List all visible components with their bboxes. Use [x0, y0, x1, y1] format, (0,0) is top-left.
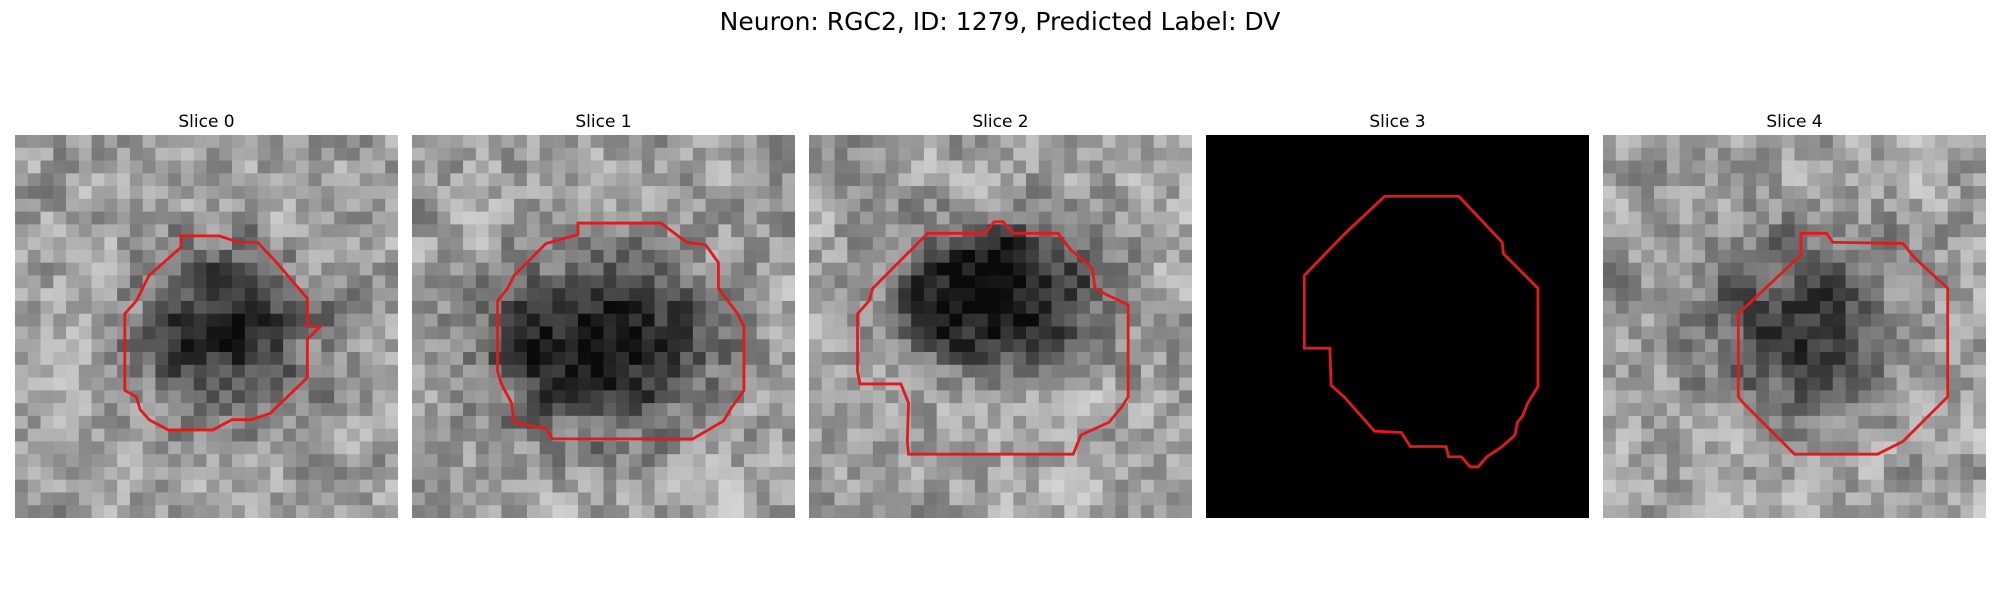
- pixel-grid: [412, 135, 795, 518]
- slice-panel-1: Slice 1: [412, 112, 795, 518]
- slice-title-2: Slice 2: [972, 112, 1029, 132]
- slice-image-0: [15, 135, 398, 518]
- pixel-grid: [809, 135, 1192, 518]
- slice-image-3: [1206, 135, 1589, 518]
- cell-outline: [496, 221, 746, 441]
- slice-image-2: [809, 135, 1192, 518]
- slice-image-1: [412, 135, 795, 518]
- cell-outline: [1736, 231, 1950, 456]
- pixel-grid: [1603, 135, 1986, 518]
- slice-title-1: Slice 1: [575, 112, 632, 132]
- cell-outline: [856, 220, 1130, 456]
- slice-panel-3: Slice 3: [1206, 112, 1589, 518]
- slice-title-4: Slice 4: [1766, 112, 1823, 132]
- slice-image-4: [1603, 135, 1986, 518]
- slice-title-3: Slice 3: [1369, 112, 1426, 132]
- pixel-grid: [1206, 135, 1589, 518]
- slice-panel-0: Slice 0: [15, 112, 398, 518]
- slice-panel-2: Slice 2: [809, 112, 1192, 518]
- slice-panel-4: Slice 4: [1603, 112, 1986, 518]
- black-background: [1206, 135, 1589, 518]
- cell-outline: [1302, 194, 1540, 469]
- slice-title-0: Slice 0: [178, 112, 235, 132]
- pixel-grid: [15, 135, 398, 518]
- cell-outline: [123, 234, 324, 432]
- figure-title: Neuron: RGC2, ID: 1279, Predicted Label:…: [719, 7, 1281, 36]
